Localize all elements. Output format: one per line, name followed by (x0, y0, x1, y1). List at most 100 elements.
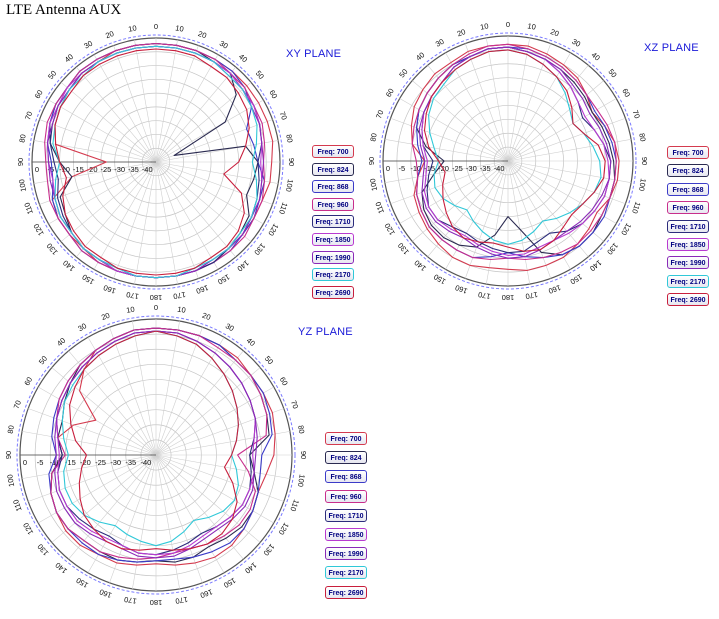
legend-item-1710[interactable]: Freq: 1710 (325, 508, 367, 522)
yz-plane-spoke (109, 327, 157, 456)
legend-item-1710[interactable]: Freq: 1710 (667, 219, 709, 233)
xy-plane-spoke (155, 161, 252, 242)
legend-item-1990[interactable]: Freq: 1990 (667, 256, 709, 270)
xy-plane-angle-tick: 90 (287, 158, 296, 166)
legend-item-700[interactable]: Freq: 700 (325, 432, 367, 445)
xy-plane-spoke (155, 54, 219, 163)
yz-plane-spoke (155, 321, 180, 456)
legend-item-2170[interactable]: Freq: 2170 (312, 268, 354, 282)
xy-plane-spoke (39, 119, 157, 163)
legend-item-2170[interactable]: Freq: 2170 (667, 274, 709, 288)
yz-plane-angle-tick: 40 (245, 336, 257, 348)
legend-item-868[interactable]: Freq: 868 (312, 180, 354, 194)
yz-plane-angle-tick: 100 (5, 474, 16, 488)
xy-plane-angle-tick: 90 (16, 158, 25, 166)
xz-plane-spoke (412, 160, 509, 242)
legend-item-2690[interactable]: Freq: 2690 (667, 293, 709, 307)
yz-plane-spoke (155, 350, 244, 456)
page-title: LTE Antenna AUX (6, 2, 122, 18)
yz-plane-angle-tick: 140 (243, 561, 258, 576)
yz-plane-radial-tick: -30 (110, 458, 121, 467)
xy-plane-angle-tick: 70 (23, 110, 34, 121)
yz-plane-spoke (155, 454, 261, 543)
xy-plane-angle-tick: 20 (197, 29, 208, 40)
yz-plane-angle-tick: 170 (123, 595, 137, 606)
yz-plane-spoke (132, 454, 157, 589)
legend-item-960[interactable]: Freq: 960 (325, 489, 367, 503)
legend-item-868[interactable]: Freq: 868 (667, 182, 709, 196)
xy-plane-angle-tick: 100 (17, 179, 28, 193)
legend-item-960[interactable]: Freq: 960 (667, 201, 709, 215)
yz-plane-radial-tick: -15 (65, 458, 76, 467)
legend-item-2170[interactable]: Freq: 2170 (325, 566, 367, 580)
yz-plane-angle-tick: 70 (12, 399, 23, 410)
xz-plane-angle-tick: 80 (637, 132, 647, 142)
xz-plane-title: XZ PLANE (644, 42, 699, 54)
xy-plane-spoke (113, 45, 157, 163)
yz-plane-angle-tick: 100 (296, 474, 307, 488)
xy-plane-angle-tick: 60 (267, 88, 279, 100)
yz-plane-angle-tick: 70 (289, 399, 300, 410)
yz-plane-spoke (155, 454, 225, 573)
xz-plane-spoke (507, 138, 632, 162)
legend-item-1710[interactable]: Freq: 1710 (312, 215, 354, 229)
yz-plane-spoke (155, 454, 180, 589)
xz-plane-angle-tick: 110 (630, 201, 643, 215)
legend-item-868[interactable]: Freq: 868 (325, 470, 367, 484)
legend-item-2690[interactable]: Freq: 2690 (312, 285, 354, 299)
xz-plane-spoke (485, 37, 509, 162)
xy-plane-angle-tick: 20 (104, 29, 115, 40)
legend-item-700[interactable]: Freq: 700 (667, 146, 709, 159)
legend-item-700[interactable]: Freq: 700 (312, 145, 354, 158)
legend-item-1850[interactable]: Freq: 1850 (325, 528, 367, 541)
xy-plane-spoke (155, 99, 264, 163)
xy-plane-spoke (155, 161, 199, 279)
yz-plane-angle-tick: 20 (201, 311, 212, 322)
yz-plane-angle-tick: 60 (22, 375, 34, 387)
yz-plane-spoke (38, 454, 157, 524)
xz-plane-angle-tick: 100 (637, 178, 648, 192)
xz-plane-radial-tick: 0 (386, 164, 390, 173)
legend-item-824[interactable]: Freq: 824 (312, 162, 354, 176)
xz-plane-spoke (507, 117, 626, 162)
xz-plane-spoke (507, 160, 632, 184)
yz-plane-spoke (155, 431, 290, 456)
legend-item-1990[interactable]: Freq: 1990 (312, 250, 354, 264)
yz-plane-spoke (155, 386, 274, 456)
xz-plane-angle-tick: 70 (631, 109, 642, 120)
xy-plane-angle-tick: 30 (82, 39, 94, 51)
xy-plane-spoke (155, 161, 178, 285)
xy-plane-radial-tick: -15 (73, 165, 84, 174)
xy-plane-series-2690 (54, 48, 250, 276)
yz-plane-spoke (22, 431, 157, 456)
xy-plane-radial-tick: -25 (100, 165, 111, 174)
xz-plane-spoke (507, 160, 617, 224)
xz-plane-grid (379, 32, 637, 290)
xz-plane-series-1990 (418, 46, 612, 259)
legend-item-1850[interactable]: Freq: 1850 (312, 233, 354, 246)
yz-plane-angle-tick: 180 (150, 598, 163, 607)
xy-plane-angle-tick: 80 (284, 134, 294, 144)
legend-item-824[interactable]: Freq: 824 (325, 451, 367, 465)
xy-plane-spoke (93, 161, 157, 270)
xz-plane-radial-tick: -40 (494, 164, 505, 173)
yz-plane-spoke (155, 454, 244, 560)
yz-plane-angle-tick: 80 (296, 424, 306, 434)
legend-item-1990[interactable]: Freq: 1990 (325, 547, 367, 561)
yz-plane-title: YZ PLANE (298, 326, 353, 338)
legend-item-1850[interactable]: Freq: 1850 (667, 238, 709, 251)
xz-plane-radial-tick: -5 (399, 164, 406, 173)
xy-plane-angle-tick: 60 (33, 88, 45, 100)
xz-plane-spoke (507, 160, 626, 205)
xy-plane-spoke (39, 161, 157, 205)
xz-plane-spoke (507, 43, 552, 162)
legend-item-2690[interactable]: Freq: 2690 (325, 585, 367, 599)
legend-item-824[interactable]: Freq: 824 (667, 164, 709, 178)
yz-plane-spoke (51, 367, 157, 456)
xy-plane-spoke (155, 66, 236, 163)
legend-item-960[interactable]: Freq: 960 (312, 197, 354, 211)
xy-plane-spoke (60, 161, 157, 242)
yz-plane-spoke (87, 454, 157, 573)
xz-plane-radial-tick: -35 (480, 164, 491, 173)
yz-plane-angle-tick: 20 (100, 311, 111, 322)
